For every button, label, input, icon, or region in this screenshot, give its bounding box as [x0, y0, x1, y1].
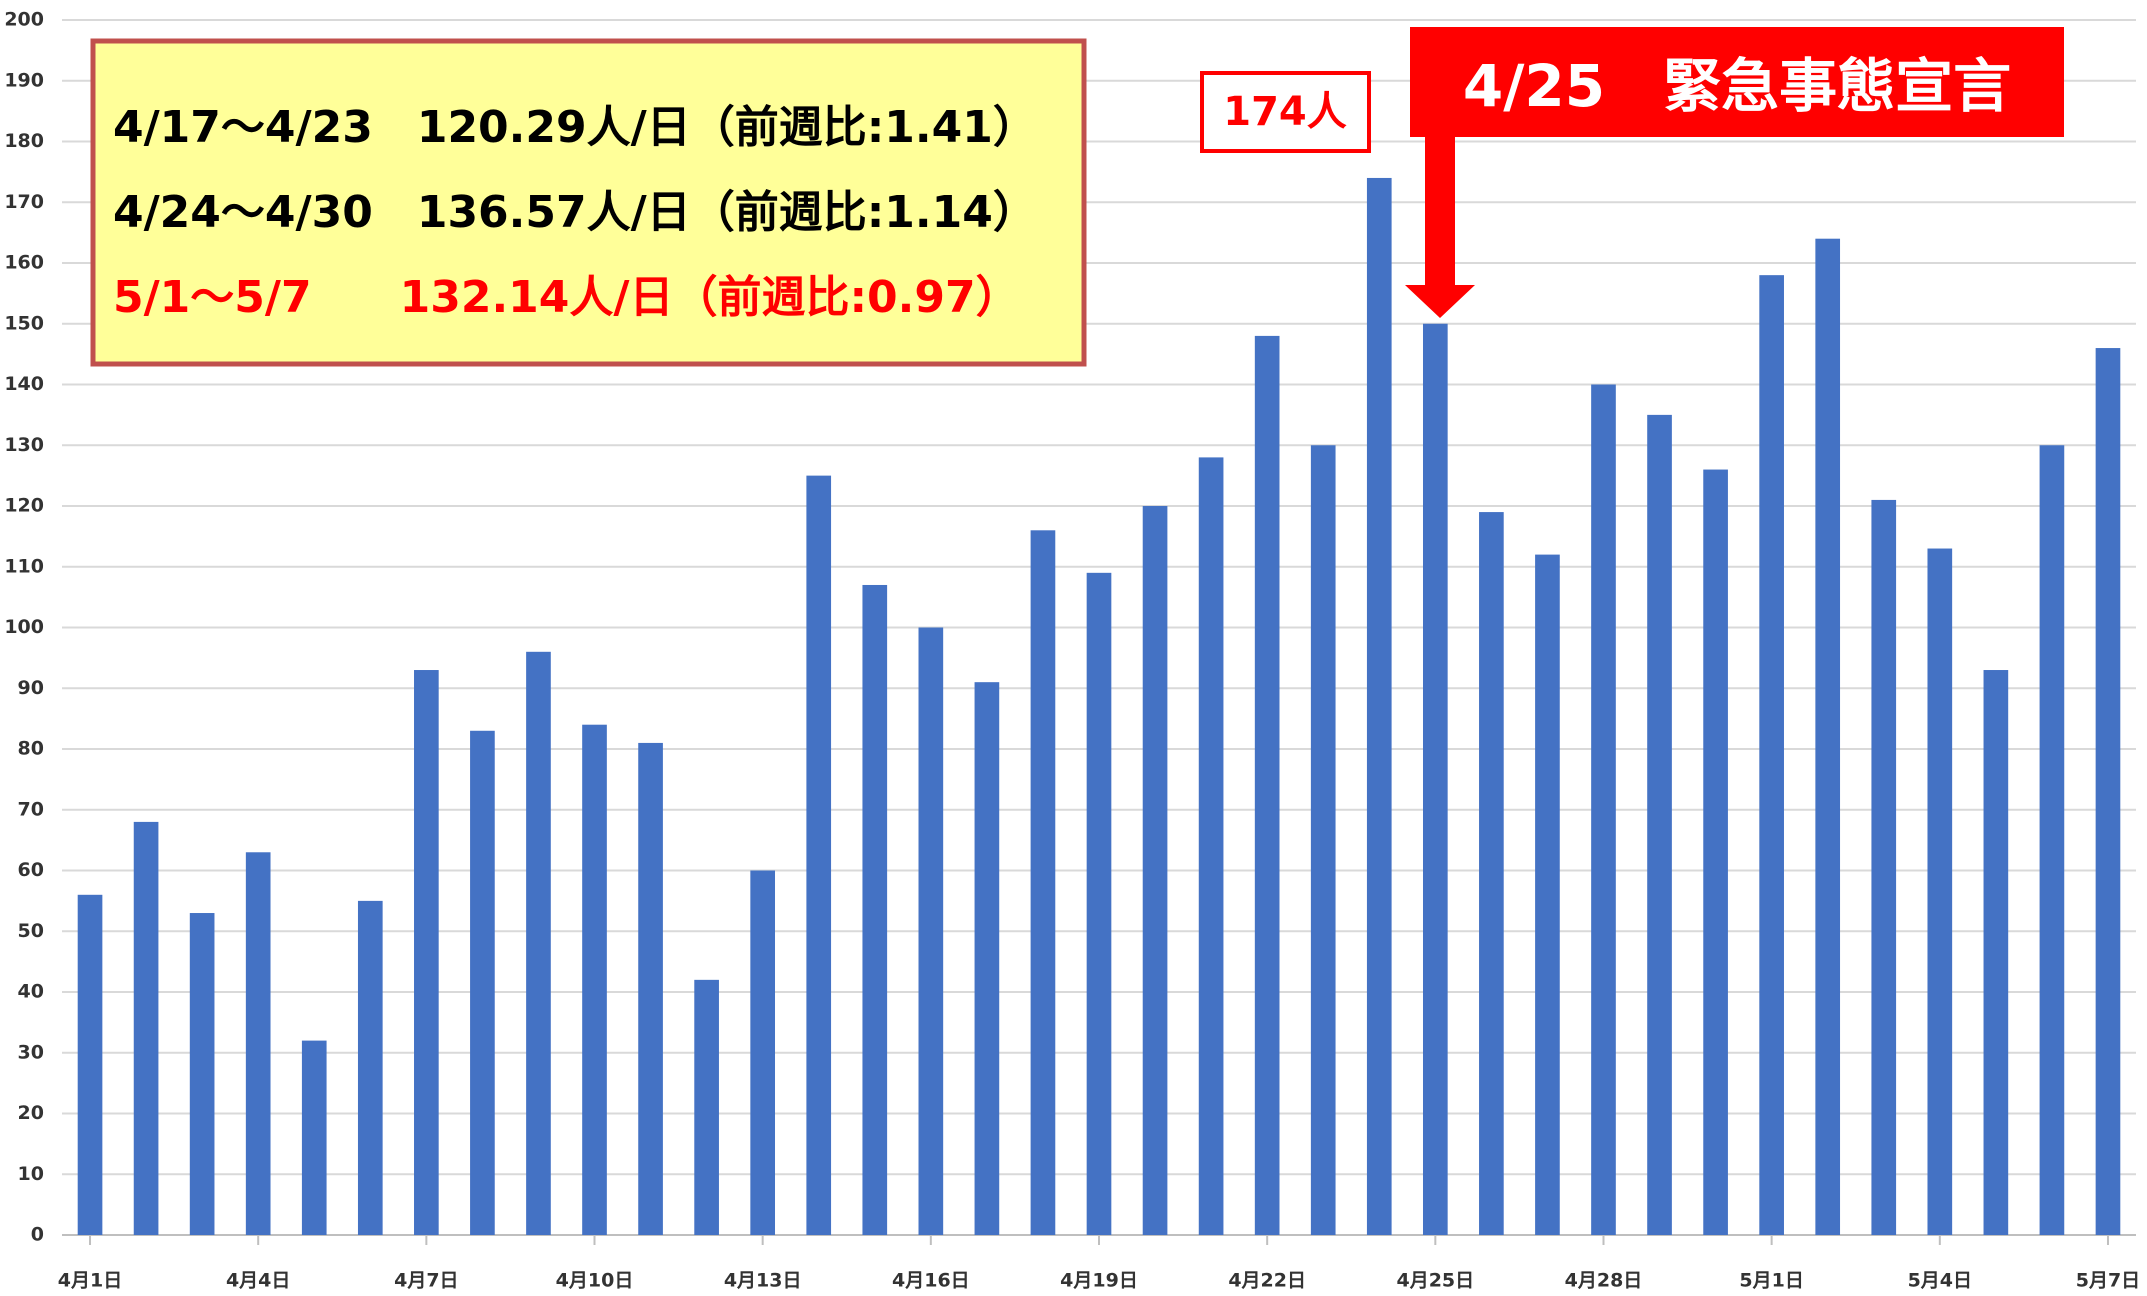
y-tick-label: 60	[18, 859, 44, 881]
y-tick-label: 190	[4, 69, 44, 91]
y-tick-label: 110	[4, 555, 44, 577]
y-tick-label: 200	[4, 9, 44, 31]
bar	[189, 913, 215, 1235]
bar	[1086, 572, 1112, 1235]
bar	[1030, 530, 1056, 1235]
y-tick-label: 160	[4, 252, 44, 274]
x-tick-label: 5月7日	[2076, 1270, 2140, 1292]
peak-box	[1200, 71, 1371, 153]
y-tick-label: 140	[4, 373, 44, 395]
x-tick-label: 4月10日	[556, 1270, 634, 1292]
y-tick-label: 180	[4, 130, 44, 152]
x-tick-label: 4月7日	[394, 1270, 458, 1292]
bar	[1647, 414, 1672, 1235]
x-tick-label: 5月4日	[1908, 1270, 1972, 1292]
bar	[470, 730, 495, 1235]
x-tick-label: 4月25日	[1396, 1270, 1474, 1292]
bar	[1198, 457, 1224, 1235]
declaration-label: 4/25 緊急事態宣言	[1463, 52, 2011, 120]
bar	[1366, 177, 1392, 1236]
bar	[1983, 670, 2009, 1235]
bar	[1591, 384, 1616, 1235]
bar	[974, 682, 1000, 1235]
x-tick-label: 4月19日	[1060, 1270, 1138, 1292]
bar	[1254, 335, 1280, 1235]
y-tick-label: 130	[4, 434, 44, 456]
plot: 0 10 20 30 40 50 60 70 80 90 100 110 120 130 140 150 160…	[4, 9, 2140, 1292]
bar	[694, 979, 719, 1235]
y-tick-label: 10	[18, 1163, 44, 1185]
bar	[133, 821, 159, 1235]
y-tick-label: 20	[18, 1102, 44, 1124]
y-tick-label: 90	[18, 677, 44, 699]
y-tick-label: 80	[18, 738, 44, 760]
y-tick-label: 100	[4, 616, 44, 638]
bar	[2095, 348, 2121, 1235]
y-tick-label: 40	[18, 981, 44, 1003]
x-tick-label: 4月13日	[724, 1270, 802, 1292]
bar	[1422, 323, 1448, 1235]
y-tick-label: 0	[31, 1224, 44, 1246]
peak-label: 174人	[1223, 89, 1347, 135]
bar	[638, 742, 663, 1235]
x-tick-label: 4月28日	[1565, 1270, 1643, 1292]
bar	[1479, 512, 1504, 1235]
x-tick-label: 4月1日	[58, 1270, 122, 1292]
x-tick-label: 4月16日	[892, 1270, 970, 1292]
summary-line: 4/17〜4/23 120.29人/日（前週比:1.41）	[113, 102, 1037, 153]
bar	[918, 627, 944, 1235]
declaration-banner	[1410, 27, 2064, 137]
bar	[1703, 469, 1728, 1235]
bar	[1535, 554, 1560, 1235]
bar	[245, 852, 271, 1235]
bar	[1759, 275, 1784, 1235]
bar	[1815, 238, 1841, 1235]
bar	[806, 475, 832, 1235]
bar	[582, 724, 607, 1235]
y-tick-label: 70	[18, 798, 44, 820]
bar	[1927, 548, 1953, 1235]
bar	[414, 670, 439, 1235]
summary-box	[90, 38, 1087, 367]
bar	[526, 651, 551, 1235]
bar	[750, 870, 776, 1235]
bar	[862, 584, 888, 1235]
x-tick-label: 4月22日	[1228, 1270, 1306, 1292]
y-tick-label: 150	[4, 312, 44, 334]
bar	[1142, 506, 1168, 1235]
bar	[1310, 445, 1336, 1235]
y-tick-label: 120	[4, 495, 44, 517]
bar	[2039, 445, 2065, 1235]
y-tick-label: 170	[4, 191, 44, 213]
y-tick-label: 50	[18, 920, 44, 942]
summary-line: 4/24〜4/30 136.57人/日（前週比:1.14）	[113, 187, 1037, 238]
x-tick-label: 4月4日	[226, 1270, 290, 1292]
bar	[357, 900, 383, 1235]
summary-line: 5/1〜5/7 132.14人/日（前週比:0.97）	[113, 272, 1020, 323]
bar	[301, 1040, 327, 1235]
bar	[77, 894, 103, 1235]
y-tick-label: 30	[18, 1041, 44, 1063]
declaration-arrow	[1405, 137, 1475, 318]
bar	[1871, 499, 1897, 1235]
x-tick-label: 5月1日	[1739, 1270, 1803, 1292]
